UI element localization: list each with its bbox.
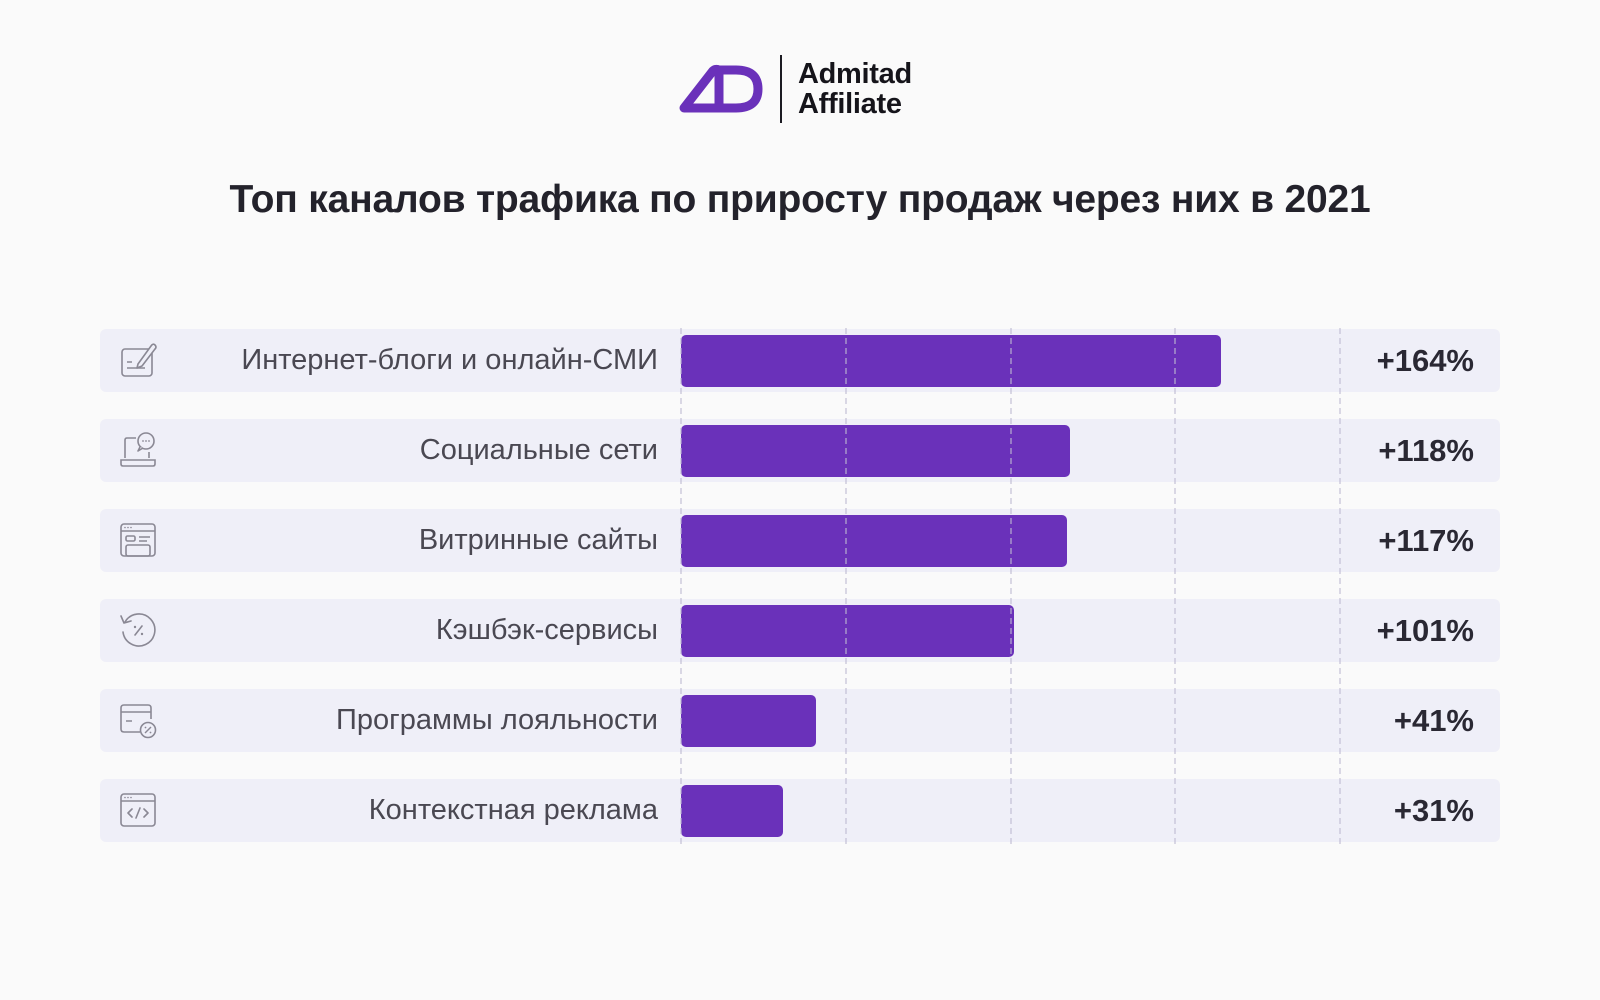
storefront-window-icon bbox=[120, 523, 156, 557]
logo-line-1: Admitad bbox=[798, 58, 912, 90]
card-discount-icon bbox=[120, 704, 157, 739]
gridline-200 bbox=[1339, 328, 1341, 844]
value-label: +118% bbox=[1378, 433, 1474, 468]
gridline-0 bbox=[680, 328, 682, 844]
value-label: +117% bbox=[1378, 523, 1474, 558]
chart-title: Топ каналов трафика по приросту продаж ч… bbox=[229, 178, 1371, 221]
gridline-150 bbox=[1174, 328, 1177, 844]
value-label: +101% bbox=[1376, 613, 1474, 648]
category-label: Кэшбэк-сервисы bbox=[435, 614, 658, 646]
admitad-affiliate-logo: Admitad Affiliate bbox=[678, 55, 912, 123]
category-label: Программы лояльности bbox=[336, 704, 658, 736]
bar-2 bbox=[681, 425, 1070, 477]
cashback-refresh-icon bbox=[120, 613, 156, 647]
code-window-icon bbox=[120, 793, 156, 827]
category-label: Интернет-блоги и онлайн-СМИ bbox=[241, 344, 658, 376]
category-label: Витринные сайты bbox=[418, 524, 658, 556]
bar-3 bbox=[681, 515, 1067, 567]
logo-divider bbox=[780, 55, 782, 123]
category-label: Социальные сети bbox=[419, 434, 658, 466]
logo-line-2: Affiliate bbox=[798, 88, 902, 120]
value-label: +164% bbox=[1376, 343, 1474, 378]
chart-row bbox=[100, 779, 1500, 842]
bar-1 bbox=[681, 335, 1222, 387]
laptop-chat-icon bbox=[120, 432, 156, 467]
gridline-50 bbox=[844, 328, 847, 844]
category-label: Контекстная реклама bbox=[368, 794, 658, 826]
edit-document-icon bbox=[121, 343, 157, 377]
admitad-logo-mark-icon bbox=[679, 64, 763, 113]
bar-6 bbox=[681, 785, 784, 837]
value-label: +31% bbox=[1393, 793, 1474, 828]
bar-5 bbox=[681, 695, 817, 747]
bar-4 bbox=[681, 605, 1014, 657]
value-label: +41% bbox=[1393, 703, 1474, 738]
logo-wordmark: Admitad Affiliate bbox=[798, 59, 912, 119]
gridline-100 bbox=[1009, 328, 1012, 844]
